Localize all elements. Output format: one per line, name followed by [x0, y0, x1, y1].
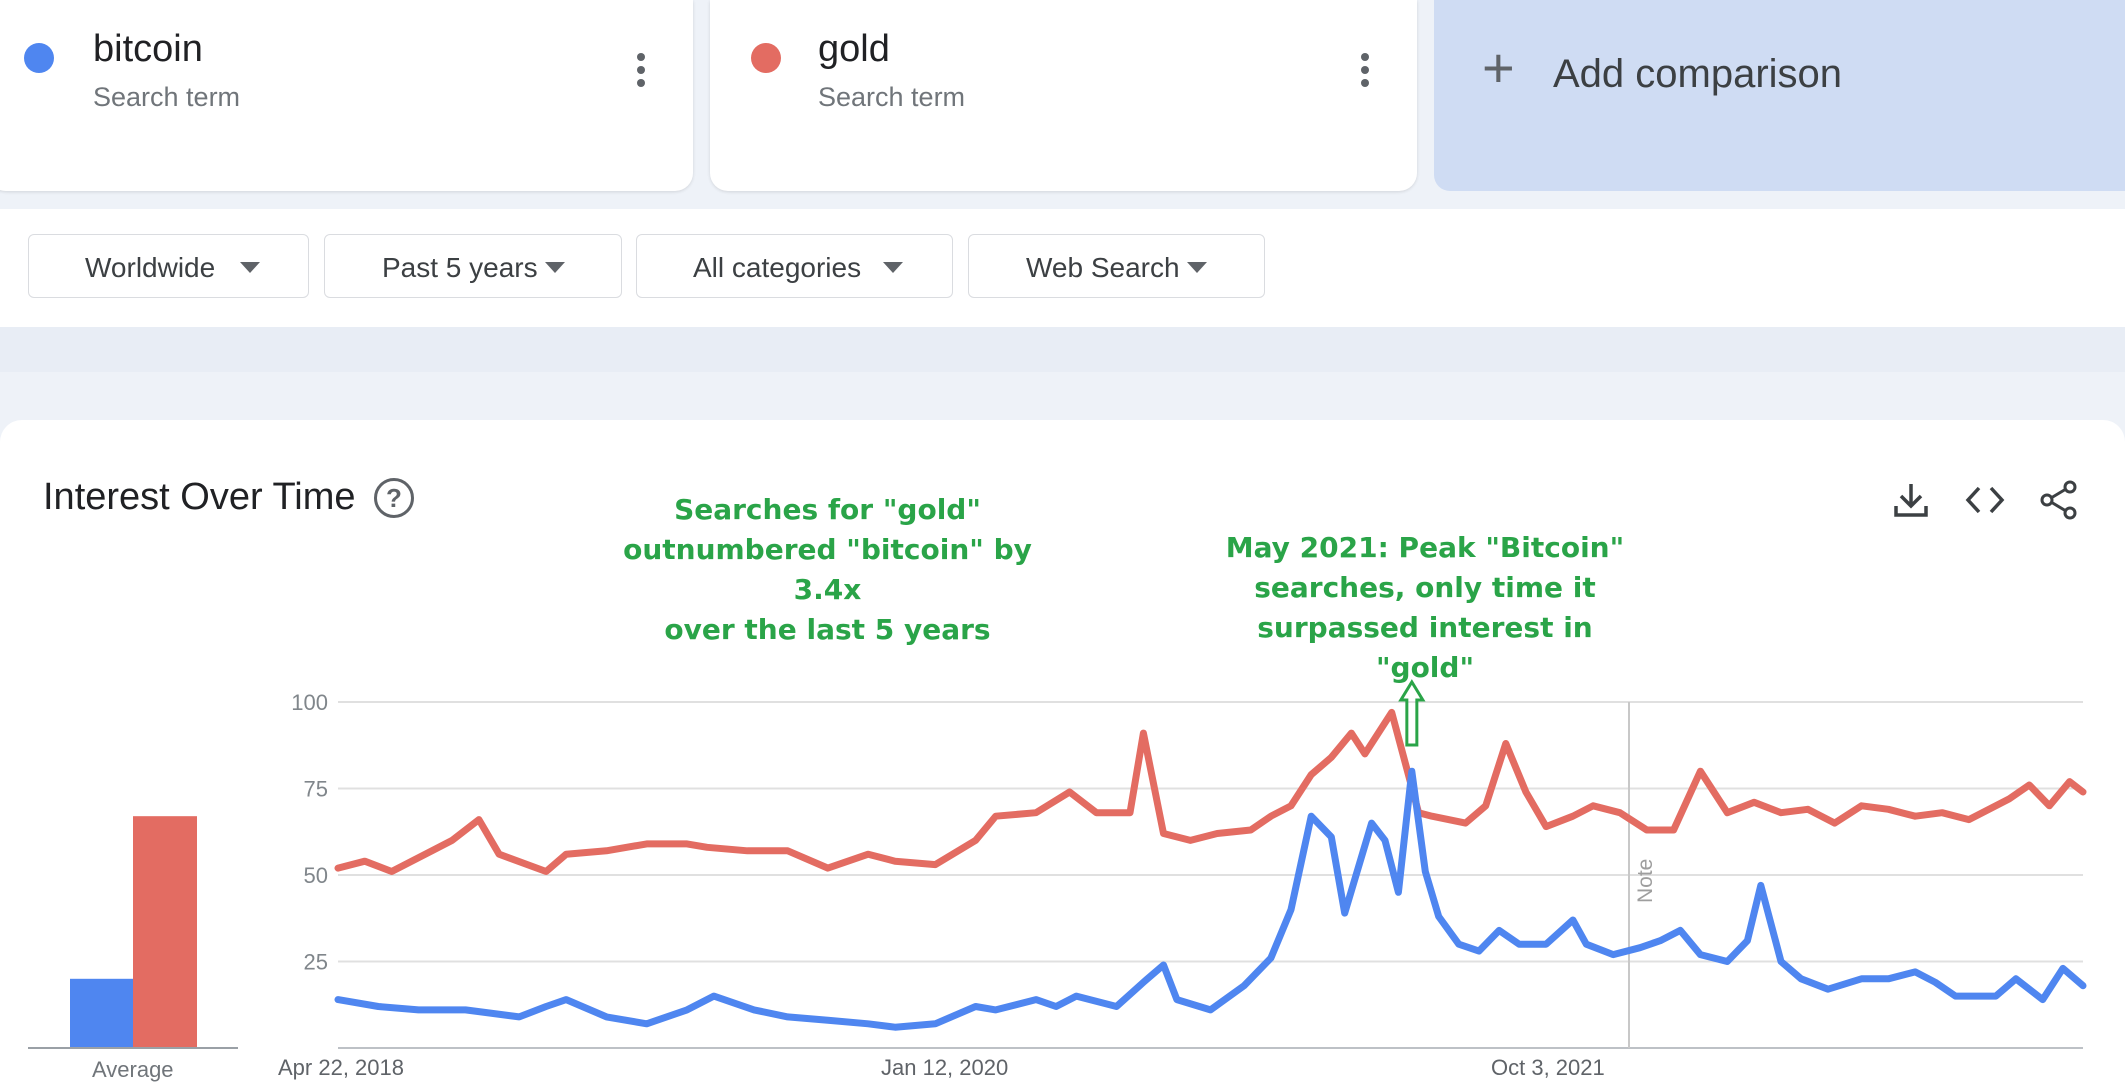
- peak-arrow-icon: [1398, 679, 1426, 747]
- annotation-line: surpassed interest in "gold": [1257, 611, 1593, 684]
- plus-icon: +: [1482, 36, 1515, 99]
- term-name: bitcoin: [93, 28, 203, 70]
- filter-label: All categories: [693, 252, 862, 283]
- category-filter[interactable]: All categories: [636, 234, 953, 298]
- search-type-filter[interactable]: Web Search: [968, 234, 1265, 298]
- gold-color-dot: [751, 43, 781, 73]
- annotation-line: over the last 5 years: [664, 613, 991, 646]
- card-title: Interest Over Time: [43, 476, 356, 518]
- term-name: gold: [818, 28, 890, 70]
- location-filter[interactable]: Worldwide: [28, 234, 309, 298]
- y-tick-label: 50: [304, 863, 328, 888]
- dropdown-caret-icon: [1187, 262, 1207, 273]
- y-tick-label: 75: [304, 777, 328, 802]
- add-comparison-button[interactable]: + Add comparison: [1434, 0, 2125, 191]
- term-subtitle: Search term: [93, 82, 241, 112]
- download-icon[interactable]: [1891, 480, 1931, 520]
- gold-series-line: [334, 708, 2087, 875]
- share-icon[interactable]: [2039, 480, 2079, 520]
- filter-label: Web Search: [1026, 252, 1180, 283]
- filter-label: Worldwide: [85, 252, 216, 283]
- annotation-line: May 2021: Peak "Bitcoin": [1225, 531, 1625, 564]
- more-options-icon[interactable]: [1359, 53, 1371, 91]
- time-range-filter[interactable]: Past 5 years: [324, 234, 622, 298]
- add-comparison-label: Add comparison: [1553, 52, 1843, 96]
- term-subtitle: Search term: [818, 82, 966, 112]
- help-icon[interactable]: ?: [374, 478, 414, 518]
- y-tick-label: 100: [291, 690, 328, 715]
- interest-over-time-card: Interest Over Time ?: [0, 420, 2125, 1090]
- gold-average-bar: [133, 816, 197, 1048]
- annotation-gold-vs-bitcoin: Searches for "gold" outnumbered "bitcoin…: [590, 490, 1065, 650]
- filter-bar: Worldwide Past 5 years All categories We…: [0, 209, 2125, 327]
- more-options-icon[interactable]: [635, 53, 647, 91]
- annotation-line: searches, only time it: [1254, 571, 1596, 604]
- y-tick-label: 25: [304, 950, 328, 975]
- note-label: Note: [1634, 859, 1657, 903]
- term-card-gold[interactable]: gold Search term: [710, 0, 1417, 191]
- dropdown-caret-icon: [240, 262, 260, 273]
- embed-code-icon[interactable]: [1965, 480, 2005, 520]
- spacer-band: [0, 327, 2125, 372]
- x-tick-label: Jan 12, 2020: [881, 1055, 1009, 1080]
- bitcoin-series-line: [334, 767, 2087, 1031]
- dropdown-caret-icon: [883, 262, 903, 273]
- filter-label: Past 5 years: [382, 252, 538, 283]
- annotation-line: Searches for "gold": [674, 493, 981, 526]
- average-label: Average: [92, 1057, 174, 1082]
- x-tick-label: Apr 22, 2018: [278, 1055, 404, 1080]
- bitcoin-average-bar: [70, 978, 134, 1048]
- bitcoin-color-dot: [24, 43, 54, 73]
- x-tick-label: Oct 3, 2021: [1491, 1055, 1605, 1080]
- annotation-line: outnumbered "bitcoin" by 3.4x: [623, 533, 1032, 606]
- annotation-may-2021: May 2021: Peak "Bitcoin" searches, only …: [1215, 528, 1635, 688]
- dropdown-caret-icon: [545, 262, 565, 273]
- term-card-bitcoin[interactable]: bitcoin Search term: [0, 0, 693, 191]
